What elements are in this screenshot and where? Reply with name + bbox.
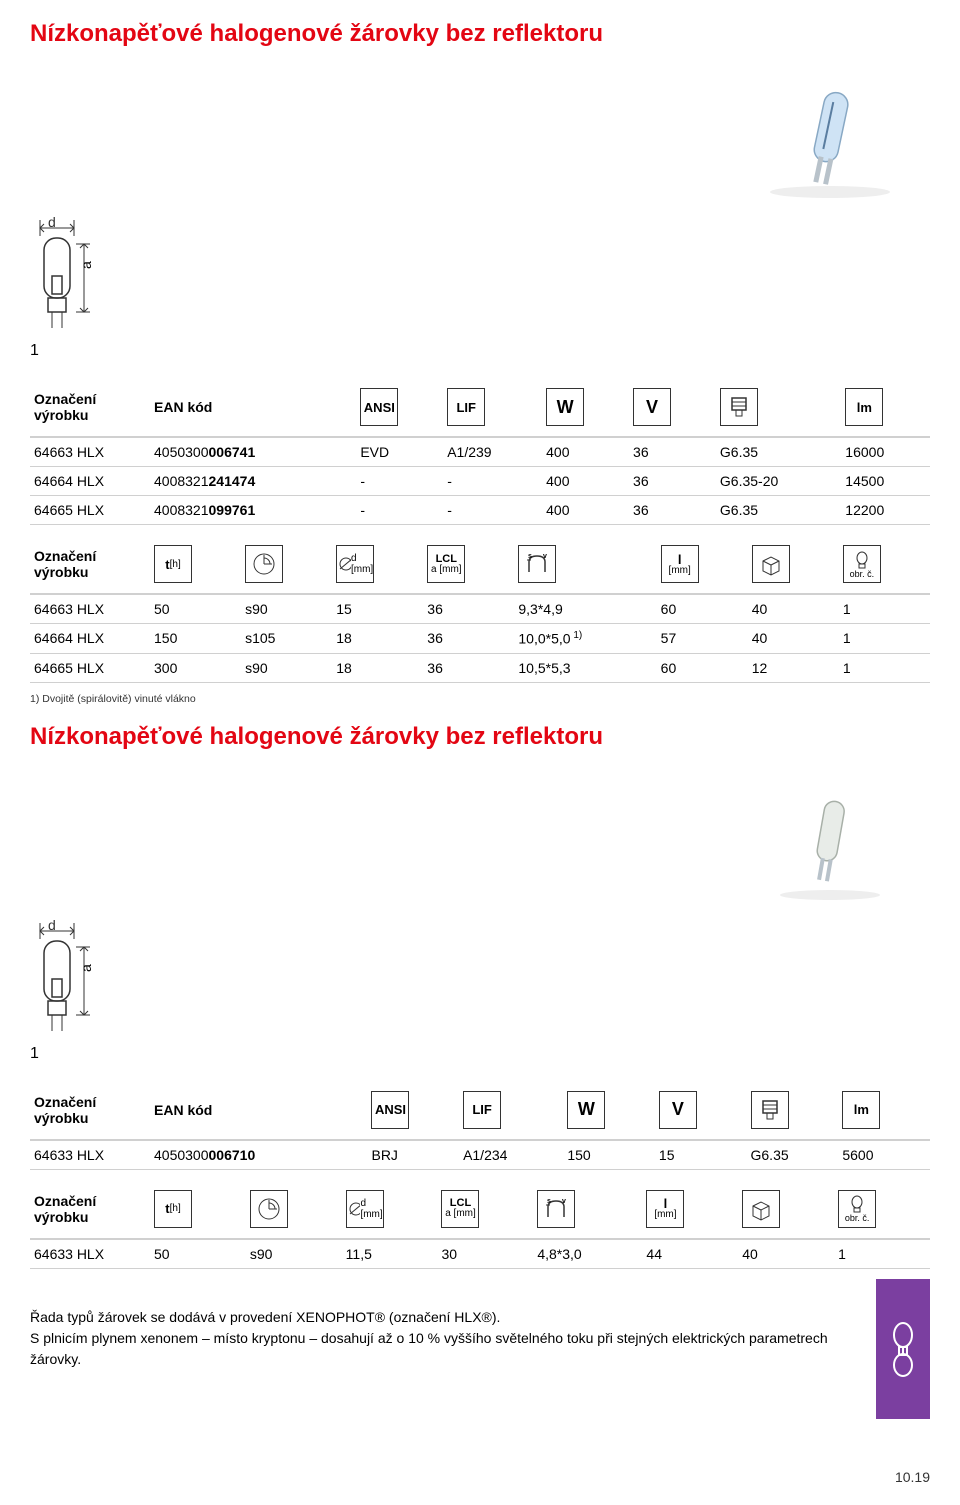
col-v: V	[629, 378, 716, 437]
col-lif: LIF	[443, 378, 542, 437]
section-tab-icon	[876, 1279, 930, 1419]
col-pos-icon	[241, 535, 332, 594]
col-obr: obr. č.	[839, 535, 930, 594]
col-d: d [mm]	[332, 535, 423, 594]
table-row: 64664 HLX4008321241474--40036G6.35-20145…	[30, 467, 930, 496]
svg-text:s: s	[547, 1198, 551, 1205]
bulb-diagram-1: d a 1	[30, 214, 930, 360]
bottom-description: Řada typů žárovek se dodává v provedení …	[30, 1307, 846, 1370]
table-row: 64663 HLX50s9015369,3*4,960401	[30, 594, 930, 624]
table-row: 64633 HLX50s9011,5304,8*3,044401	[30, 1239, 930, 1269]
angle-icon	[250, 1190, 288, 1228]
angle-icon	[245, 545, 283, 583]
col-ean: EAN kód	[150, 378, 356, 437]
table-row: 64665 HLX300s90183610,5*5,360121	[30, 653, 930, 682]
diagram-a-label: a	[78, 261, 94, 269]
col-oznaceni: Označení výrobku	[30, 378, 150, 437]
spec-table-2a: Označení výrobku EAN kód ANSI LIF W V lm…	[30, 1081, 930, 1170]
col-filament-icon: sv	[514, 535, 656, 594]
col-w: W	[542, 378, 629, 437]
spec-table-1b: Označení výrobku t[h] d [mm] LCLa [mm] s…	[30, 535, 930, 683]
table-row: 64633 HLX4050300006710BRJA1/23415015G6.3…	[30, 1140, 930, 1170]
spec-table-2b: Označení výrobku t[h] d [mm] LCLa [mm] s…	[30, 1180, 930, 1269]
table-row: 64664 HLX150s105183610,0*5,0 1)57401	[30, 624, 930, 654]
svg-text:s: s	[528, 553, 532, 560]
spec-table-1a: Označení výrobku EAN kód ANSI LIF W V lm…	[30, 378, 930, 525]
col-oznaceni-b: Označení výrobku	[30, 535, 150, 594]
product-photo-1	[730, 62, 930, 202]
table-row: 64663 HLX4050300006741EVDA1/23940036G6.3…	[30, 437, 930, 467]
col-l: l[mm]	[657, 535, 748, 594]
package-icon	[752, 545, 790, 583]
table-row: 64665 HLX4008321099761--40036G6.3512200	[30, 496, 930, 525]
footnote-1: 1) Dvojitě (spirálovitě) vinuté vlákno	[30, 693, 930, 705]
svg-text:v: v	[543, 553, 547, 560]
product-photo-2	[730, 765, 930, 905]
filament-icon: sv	[518, 545, 556, 583]
col-lm: lm	[841, 378, 930, 437]
col-th: t[h]	[150, 535, 241, 594]
section-title-2: Nízkonapěťové halogenové žárovky bez ref…	[30, 723, 930, 751]
col-base-icon	[716, 378, 841, 437]
col-ansi: ANSI	[356, 378, 443, 437]
socket-icon	[720, 388, 758, 426]
section-title-1: Nízkonapěťové halogenové žárovky bez ref…	[30, 20, 930, 48]
package-icon	[742, 1190, 780, 1228]
diagram-index-1: 1	[30, 342, 930, 360]
page-number: 10.19	[30, 1469, 930, 1485]
col-pack-icon	[748, 535, 839, 594]
svg-text:v: v	[562, 1198, 566, 1205]
col-lcl: LCLa [mm]	[423, 535, 514, 594]
filament-icon: sv	[537, 1190, 575, 1228]
socket-icon	[751, 1091, 789, 1129]
bulb-diagram-2: d a 1	[30, 917, 930, 1063]
diagram-index-2: 1	[30, 1045, 930, 1063]
